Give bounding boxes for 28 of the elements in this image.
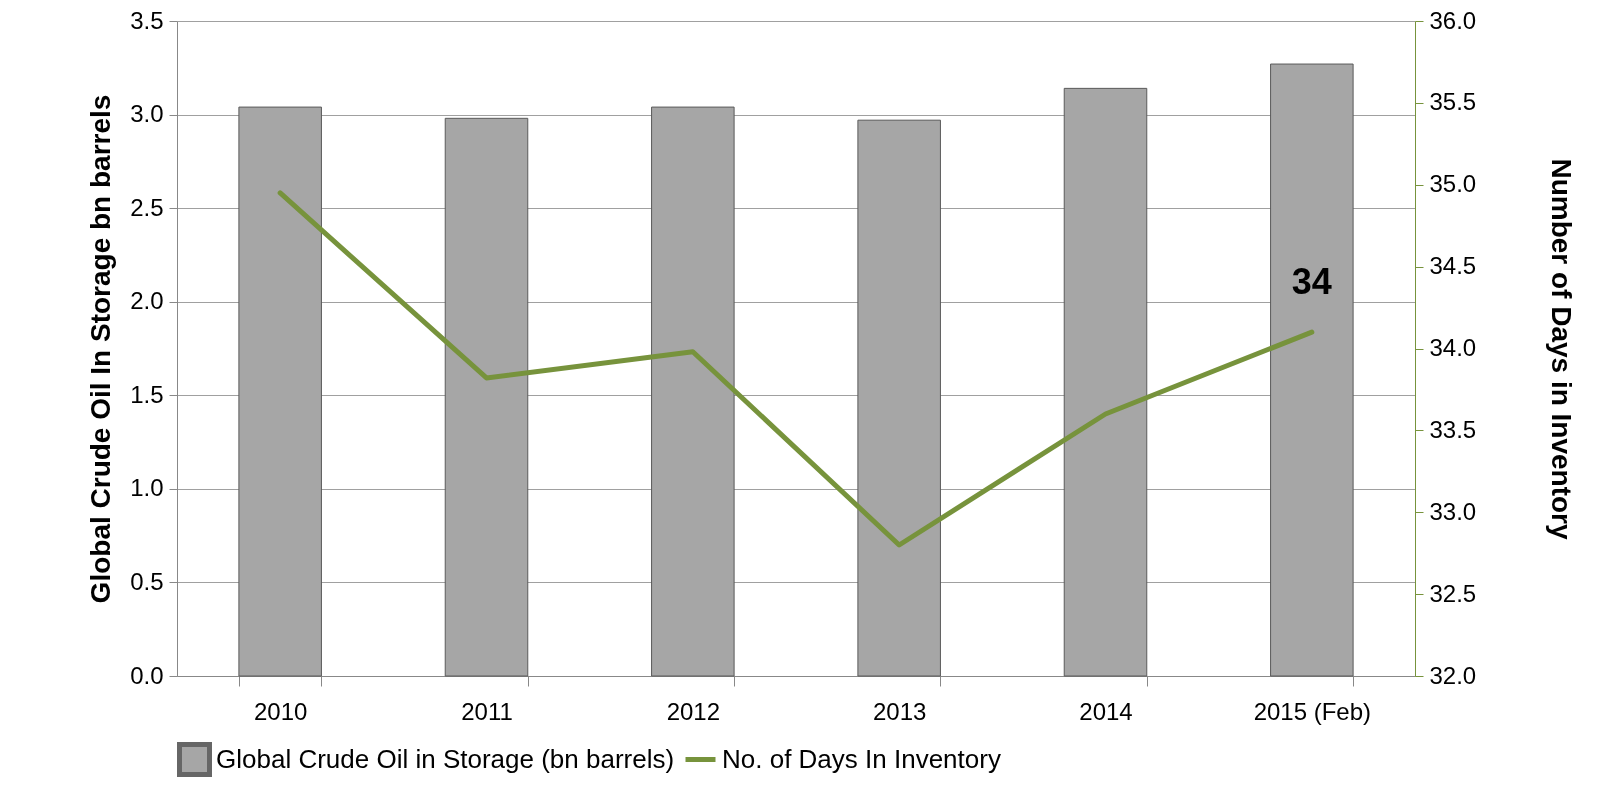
y-tick-label: 2.5 (130, 193, 164, 221)
legend-label: Global Crude Oil in Storage (bn barrels) (216, 743, 675, 774)
y-tick-label: 3.0 (130, 100, 164, 128)
y-tick-label: 1.0 (130, 474, 164, 502)
x-tick-label: 2013 (872, 697, 927, 725)
y-tick-label: 0.0 (130, 661, 164, 689)
annotation: 34 (1291, 261, 1332, 302)
y2-tick-label: 34.0 (1429, 334, 1477, 361)
y2-tick-label: 32.5 (1429, 579, 1477, 607)
y-axis-title: Global Crude Oil In Storage bn barrels (85, 94, 117, 604)
y2-axis-title: Number of Days in Inventory (1546, 158, 1578, 541)
y-tick-label: 2.0 (130, 287, 164, 315)
x-tick-label: 2015 (Feb) (1253, 697, 1372, 725)
legend-label: No. of Days In Inventory (722, 743, 1001, 774)
y2-tick-label: 36.0 (1429, 6, 1477, 34)
y-tick-label: 0.5 (130, 567, 164, 595)
y2-tick-label: 35.0 (1429, 170, 1477, 198)
y2-tick-label: 33.0 (1429, 497, 1477, 525)
y-tick-label: 3.5 (130, 6, 164, 34)
x-tick-label: 2010 (253, 697, 308, 725)
y2-tick-label: 32.0 (1429, 661, 1477, 689)
y-tick-label: 1.5 (130, 380, 164, 408)
x-tick-label: 2014 (1079, 697, 1133, 725)
x-tick-label: 2011 (461, 697, 513, 725)
x-tick-label: 2012 (666, 697, 721, 725)
y2-tick-label: 33.5 (1429, 415, 1477, 443)
y2-tick-label: 35.5 (1429, 88, 1477, 116)
y2-tick-label: 34.5 (1429, 252, 1477, 280)
